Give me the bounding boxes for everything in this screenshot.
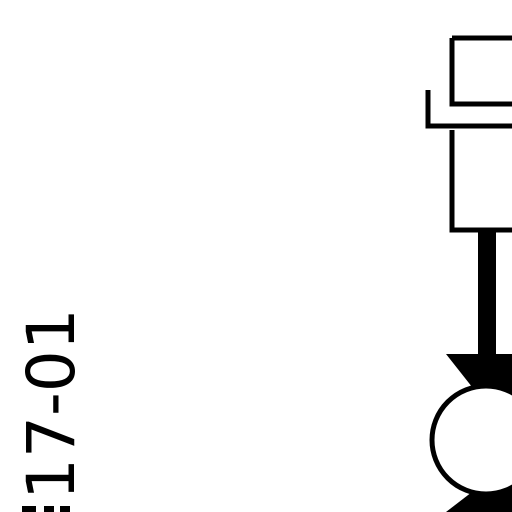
valve-ball bbox=[429, 383, 512, 497]
actuator-bracket bbox=[425, 90, 512, 129]
label-fragment bbox=[22, 506, 70, 512]
actuator-body bbox=[449, 130, 512, 233]
actuator-top-box bbox=[449, 35, 512, 107]
drawing-reference-label: 17-01 bbox=[13, 308, 90, 500]
actuator-housing bbox=[425, 35, 512, 233]
valve-stem bbox=[478, 232, 496, 354]
